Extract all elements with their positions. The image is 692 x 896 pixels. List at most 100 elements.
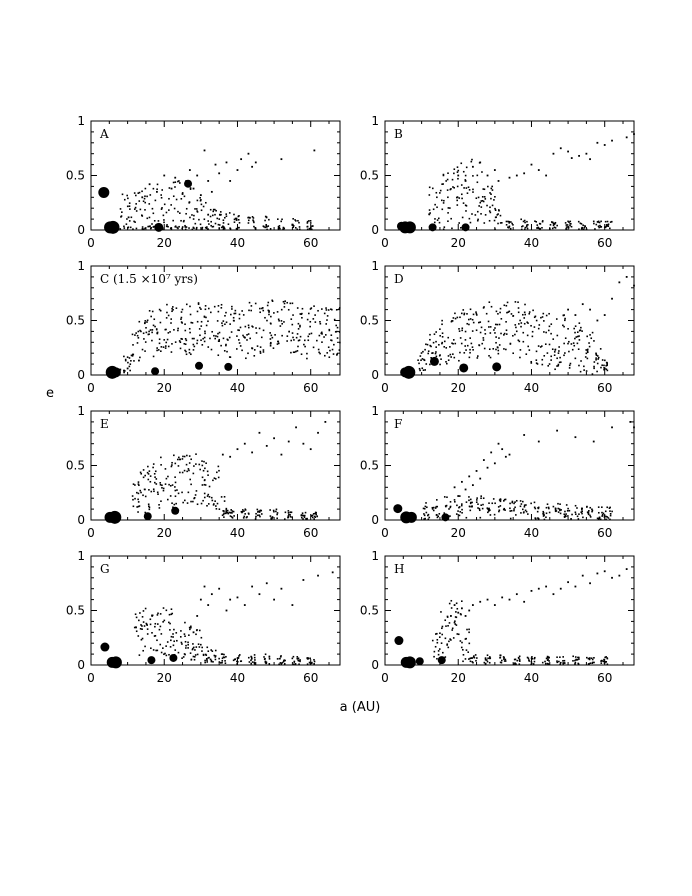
y-tick-label: 1 bbox=[371, 404, 379, 418]
particle bbox=[185, 207, 188, 210]
particle bbox=[157, 623, 159, 625]
particle bbox=[428, 213, 430, 216]
x-tick-label: 0 bbox=[381, 671, 389, 685]
particle bbox=[430, 345, 432, 348]
particle bbox=[192, 655, 195, 658]
particle bbox=[580, 507, 583, 510]
particle bbox=[482, 337, 485, 339]
particle bbox=[203, 315, 206, 318]
particle bbox=[225, 609, 228, 612]
particle bbox=[223, 516, 225, 518]
particle bbox=[119, 228, 122, 230]
particle bbox=[505, 348, 507, 351]
particle bbox=[266, 228, 268, 231]
particle bbox=[448, 508, 450, 510]
particle bbox=[428, 186, 431, 189]
particle bbox=[179, 341, 182, 344]
particle bbox=[497, 213, 499, 215]
particle bbox=[176, 458, 179, 461]
particle bbox=[450, 217, 452, 220]
particle bbox=[289, 511, 292, 513]
particle bbox=[137, 483, 140, 485]
particle bbox=[466, 322, 469, 325]
particle bbox=[313, 149, 316, 152]
particle bbox=[471, 484, 474, 487]
particle bbox=[166, 311, 168, 314]
particle bbox=[238, 317, 241, 320]
particle bbox=[180, 311, 183, 313]
particle bbox=[280, 158, 283, 161]
particle bbox=[496, 214, 499, 216]
particle bbox=[535, 362, 538, 364]
particle bbox=[184, 323, 186, 326]
particle bbox=[167, 314, 170, 317]
particle bbox=[158, 507, 161, 509]
particle bbox=[328, 329, 331, 332]
particle bbox=[435, 514, 438, 516]
particle bbox=[609, 513, 612, 515]
particle bbox=[447, 172, 449, 175]
particle bbox=[563, 513, 566, 516]
particle bbox=[585, 349, 588, 351]
particle bbox=[204, 484, 207, 486]
particle bbox=[633, 284, 635, 287]
particle bbox=[254, 161, 257, 164]
particle bbox=[292, 223, 294, 226]
particle bbox=[469, 318, 472, 320]
particle bbox=[229, 455, 232, 458]
particle bbox=[450, 639, 452, 641]
particle bbox=[517, 339, 520, 342]
particle bbox=[548, 656, 550, 659]
planet-marker bbox=[459, 363, 469, 373]
particle bbox=[315, 513, 317, 516]
particle bbox=[471, 318, 474, 321]
particle bbox=[148, 508, 151, 511]
particle bbox=[579, 370, 582, 373]
particle bbox=[158, 628, 161, 631]
particle bbox=[596, 370, 598, 373]
particle bbox=[524, 226, 527, 229]
particle bbox=[236, 596, 239, 599]
particle bbox=[265, 226, 268, 228]
particle bbox=[574, 656, 577, 658]
particle bbox=[301, 514, 304, 517]
particle bbox=[464, 179, 467, 181]
y-tick-label: 1 bbox=[371, 114, 379, 128]
particle bbox=[567, 507, 569, 510]
particle bbox=[185, 647, 187, 649]
particle bbox=[505, 304, 508, 307]
particle bbox=[141, 637, 144, 640]
particle bbox=[287, 515, 290, 517]
particle bbox=[163, 203, 166, 206]
particle bbox=[247, 656, 250, 659]
particle bbox=[243, 604, 246, 606]
particle bbox=[530, 163, 533, 166]
particle bbox=[439, 189, 442, 192]
particle bbox=[524, 228, 526, 231]
particle bbox=[219, 662, 222, 664]
particle bbox=[443, 340, 446, 343]
particle bbox=[509, 510, 512, 512]
particle bbox=[309, 325, 311, 328]
particle bbox=[574, 337, 576, 340]
particle bbox=[532, 663, 535, 665]
particle bbox=[147, 503, 150, 506]
particle bbox=[558, 346, 560, 348]
particle bbox=[200, 320, 203, 323]
particle bbox=[499, 498, 502, 500]
particle bbox=[545, 314, 548, 317]
particle bbox=[429, 363, 431, 366]
particle bbox=[139, 329, 141, 332]
particle bbox=[160, 633, 163, 635]
particle bbox=[266, 319, 268, 322]
particle bbox=[508, 310, 511, 313]
particle bbox=[294, 226, 297, 229]
particle bbox=[233, 218, 236, 221]
particle bbox=[243, 336, 245, 338]
particle bbox=[307, 312, 310, 315]
particle bbox=[441, 633, 444, 636]
particle bbox=[245, 357, 247, 360]
particle bbox=[606, 663, 609, 666]
particle bbox=[597, 358, 599, 360]
particle bbox=[218, 172, 221, 175]
